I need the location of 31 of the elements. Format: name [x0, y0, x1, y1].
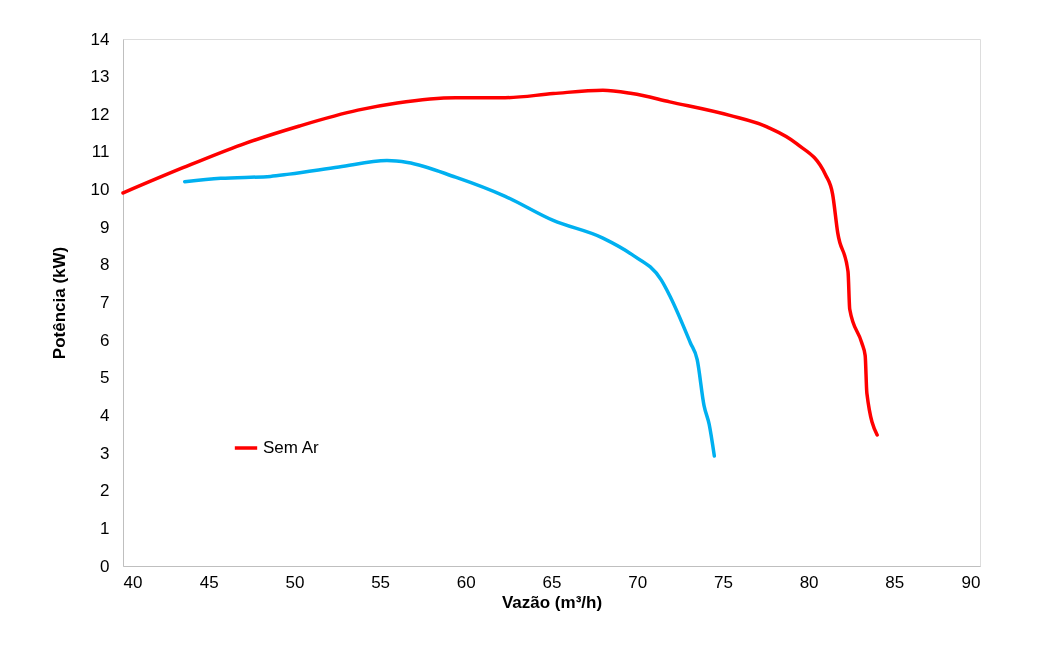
- x-tick-label: 55: [371, 572, 391, 592]
- y-tick-label: 10: [90, 180, 110, 200]
- x-tick-label: 40: [123, 572, 143, 592]
- x-tick-label: 50: [285, 572, 305, 592]
- y-tick-label: 1: [100, 518, 110, 538]
- y-tick-label: 0: [100, 556, 110, 576]
- y-tick-label: 7: [100, 293, 110, 312]
- legend-label: Sem Ar: [263, 438, 320, 457]
- x-tick-label: 60: [456, 572, 476, 592]
- x-tick-label: 45: [199, 572, 219, 592]
- x-tick-label: 90: [961, 572, 981, 592]
- y-tick-label: 5: [100, 368, 110, 388]
- y-axis-title: Potência (kW): [49, 246, 69, 360]
- x-tick-label: 75: [713, 572, 733, 592]
- y-tick-label: 9: [100, 217, 110, 237]
- y-tick-label: 4: [100, 405, 110, 425]
- line-series: [182, 158, 717, 458]
- y-tick-label: 12: [90, 104, 110, 124]
- x-tick-label: 80: [799, 572, 819, 592]
- y-tick-label: 8: [100, 255, 110, 275]
- y-tick-label: 14: [90, 29, 110, 49]
- line-series: [121, 88, 879, 437]
- x-tick-label: 65: [542, 572, 562, 592]
- x-axis-title: Vazão (m³/h): [501, 592, 603, 612]
- x-tick-label: 70: [628, 572, 648, 592]
- y-tick-label: 13: [90, 67, 110, 87]
- y-tick-label: 11: [91, 142, 110, 162]
- y-tick-label: 2: [100, 481, 110, 501]
- y-tick-label: 3: [100, 443, 110, 463]
- x-tick-label: 85: [885, 572, 905, 592]
- y-tick-label: 6: [100, 330, 110, 350]
